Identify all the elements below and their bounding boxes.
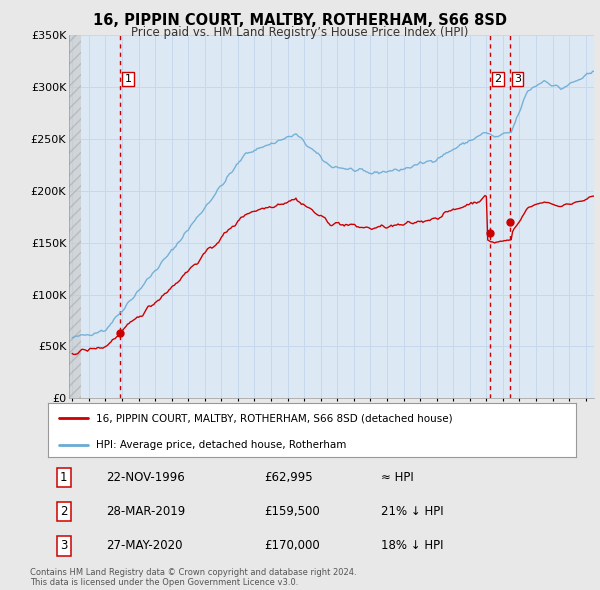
Text: 2: 2: [494, 74, 502, 84]
Text: HPI: Average price, detached house, Rotherham: HPI: Average price, detached house, Roth…: [95, 440, 346, 450]
Text: 3: 3: [514, 74, 521, 84]
Text: 22-NOV-1996: 22-NOV-1996: [106, 471, 185, 484]
Text: 21% ↓ HPI: 21% ↓ HPI: [380, 505, 443, 518]
Text: 3: 3: [60, 539, 68, 552]
Text: £159,500: £159,500: [265, 505, 320, 518]
Text: 16, PIPPIN COURT, MALTBY, ROTHERHAM, S66 8SD (detached house): 16, PIPPIN COURT, MALTBY, ROTHERHAM, S66…: [95, 413, 452, 423]
Text: 28-MAR-2019: 28-MAR-2019: [106, 505, 185, 518]
Bar: [69, 35, 80, 398]
Text: Price paid vs. HM Land Registry’s House Price Index (HPI): Price paid vs. HM Land Registry’s House …: [131, 26, 469, 39]
Text: £62,995: £62,995: [265, 471, 313, 484]
Text: 18% ↓ HPI: 18% ↓ HPI: [380, 539, 443, 552]
Text: 1: 1: [60, 471, 68, 484]
Text: 16, PIPPIN COURT, MALTBY, ROTHERHAM, S66 8SD: 16, PIPPIN COURT, MALTBY, ROTHERHAM, S66…: [93, 13, 507, 28]
Text: 2: 2: [60, 505, 68, 518]
Text: ≈ HPI: ≈ HPI: [380, 471, 413, 484]
Text: 27-MAY-2020: 27-MAY-2020: [106, 539, 182, 552]
Text: Contains HM Land Registry data © Crown copyright and database right 2024.
This d: Contains HM Land Registry data © Crown c…: [30, 568, 356, 587]
Text: £170,000: £170,000: [265, 539, 320, 552]
Text: 1: 1: [124, 74, 131, 84]
